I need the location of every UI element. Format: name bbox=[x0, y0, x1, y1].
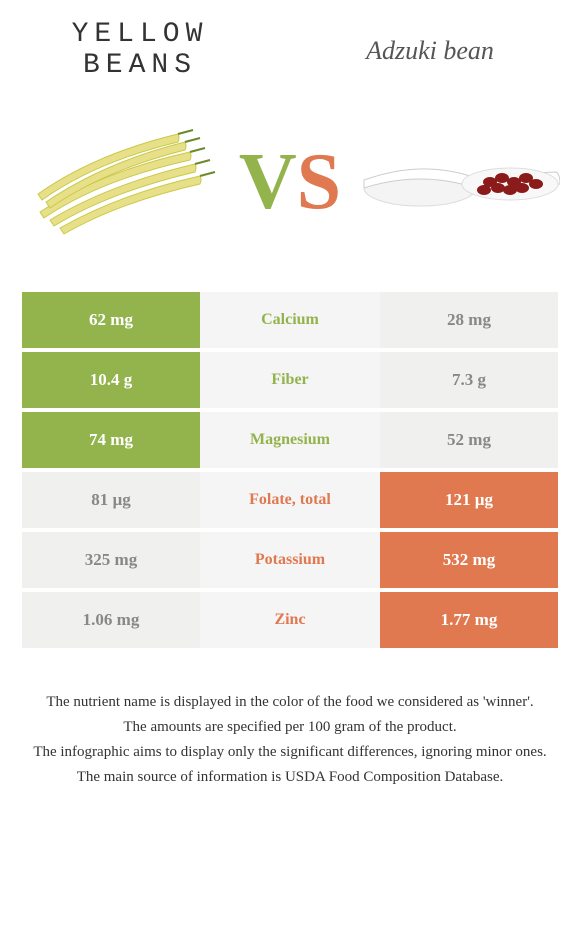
table-row: 10.4 gFiber7.3 g bbox=[22, 352, 558, 408]
nutrient-name: Potassium bbox=[200, 532, 380, 588]
nutrient-name: Magnesium bbox=[200, 412, 380, 468]
nutrient-name: Fiber bbox=[200, 352, 380, 408]
table-row: 1.06 mgZinc1.77 mg bbox=[22, 592, 558, 648]
right-value: 28 mg bbox=[380, 292, 558, 348]
left-value: 10.4 g bbox=[22, 352, 200, 408]
left-value: 74 mg bbox=[22, 412, 200, 468]
left-value: 62 mg bbox=[22, 292, 200, 348]
table-row: 325 mgPotassium532 mg bbox=[22, 532, 558, 588]
right-value: 1.77 mg bbox=[380, 592, 558, 648]
vs-s: S bbox=[297, 138, 342, 226]
left-title-line2: BEANS bbox=[40, 51, 240, 82]
table-row: 74 mgMagnesium52 mg bbox=[22, 412, 558, 468]
note-line-1: The nutrient name is displayed in the co… bbox=[20, 692, 560, 713]
yellow-beans-illustration bbox=[20, 112, 220, 252]
note-line-4: The main source of information is USDA F… bbox=[20, 767, 560, 788]
right-value: 121 µg bbox=[380, 472, 558, 528]
note-line-2: The amounts are specified per 100 gram o… bbox=[20, 717, 560, 738]
right-value: 7.3 g bbox=[380, 352, 558, 408]
left-value: 1.06 mg bbox=[22, 592, 200, 648]
table-row: 81 µgFolate, total121 µg bbox=[22, 472, 558, 528]
nutrient-name: Folate, total bbox=[200, 472, 380, 528]
note-line-3: The infographic aims to display only the… bbox=[20, 742, 560, 763]
table-row: 62 mgCalcium28 mg bbox=[22, 292, 558, 348]
left-value: 81 µg bbox=[22, 472, 200, 528]
left-value: 325 mg bbox=[22, 532, 200, 588]
left-food-title: YELLOW BEANS bbox=[40, 20, 240, 82]
left-title-line1: YELLOW bbox=[40, 20, 240, 51]
adzuki-beans-illustration bbox=[360, 112, 560, 252]
right-food-title: Adzuki bean bbox=[320, 36, 540, 66]
nutrient-name: Zinc bbox=[200, 592, 380, 648]
right-value: 532 mg bbox=[380, 532, 558, 588]
right-value: 52 mg bbox=[380, 412, 558, 468]
vs-v: V bbox=[239, 138, 297, 226]
nutrient-table: 62 mgCalcium28 mg10.4 gFiber7.3 g74 mgMa… bbox=[22, 292, 558, 648]
footer-notes: The nutrient name is displayed in the co… bbox=[0, 652, 580, 788]
images-row: VS bbox=[0, 92, 580, 282]
vs-label: VS bbox=[239, 142, 341, 222]
nutrient-name: Calcium bbox=[200, 292, 380, 348]
header: YELLOW BEANS Adzuki bean bbox=[0, 0, 580, 92]
